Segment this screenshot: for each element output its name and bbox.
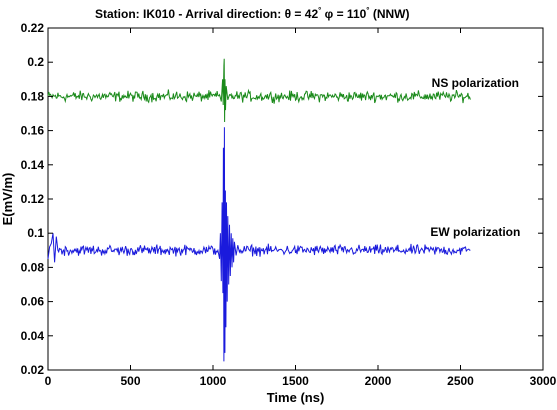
x-tick-label: 2000 (365, 374, 392, 388)
series-line-ew (47, 127, 471, 362)
y-tick-label: 0.14 (21, 158, 45, 172)
y-tick-label: 0.12 (21, 192, 45, 206)
y-tick-label: 0.06 (21, 295, 45, 309)
y-tick-label: 0.16 (21, 124, 45, 138)
x-tick-label: 0 (45, 374, 52, 388)
x-tick-label: 3000 (530, 374, 557, 388)
series-label-ew: EW polarization (430, 225, 520, 239)
y-tick-label: 0.08 (21, 260, 45, 274)
series-group (47, 58, 471, 362)
y-tick-label: 0.04 (21, 329, 45, 343)
ticks-group: 0 500 1000 1500 2000 2500 3000 0.02 0.04 0.06 0.08… (21, 21, 557, 388)
chart-title: Station: IK010 - Arrival direction: θ = … (95, 6, 409, 21)
series-label-ns: NS polarization (432, 76, 519, 90)
y-axis-label: E(mV/m) (0, 173, 15, 226)
series-line-ns (47, 58, 471, 123)
x-tick-label: 1000 (200, 374, 227, 388)
x-tick-label: 2500 (447, 374, 474, 388)
x-axis-label: Time (ns) (267, 390, 325, 405)
y-tick-label: 0.22 (21, 21, 45, 35)
x-tick-label: 1500 (282, 374, 309, 388)
x-tick-label: 500 (120, 374, 140, 388)
y-tick-label: 0.18 (21, 89, 45, 103)
y-tick-label: 0.02 (21, 363, 45, 377)
y-tick-label: 0.1 (27, 226, 44, 240)
y-tick-label: 0.2 (27, 55, 44, 69)
